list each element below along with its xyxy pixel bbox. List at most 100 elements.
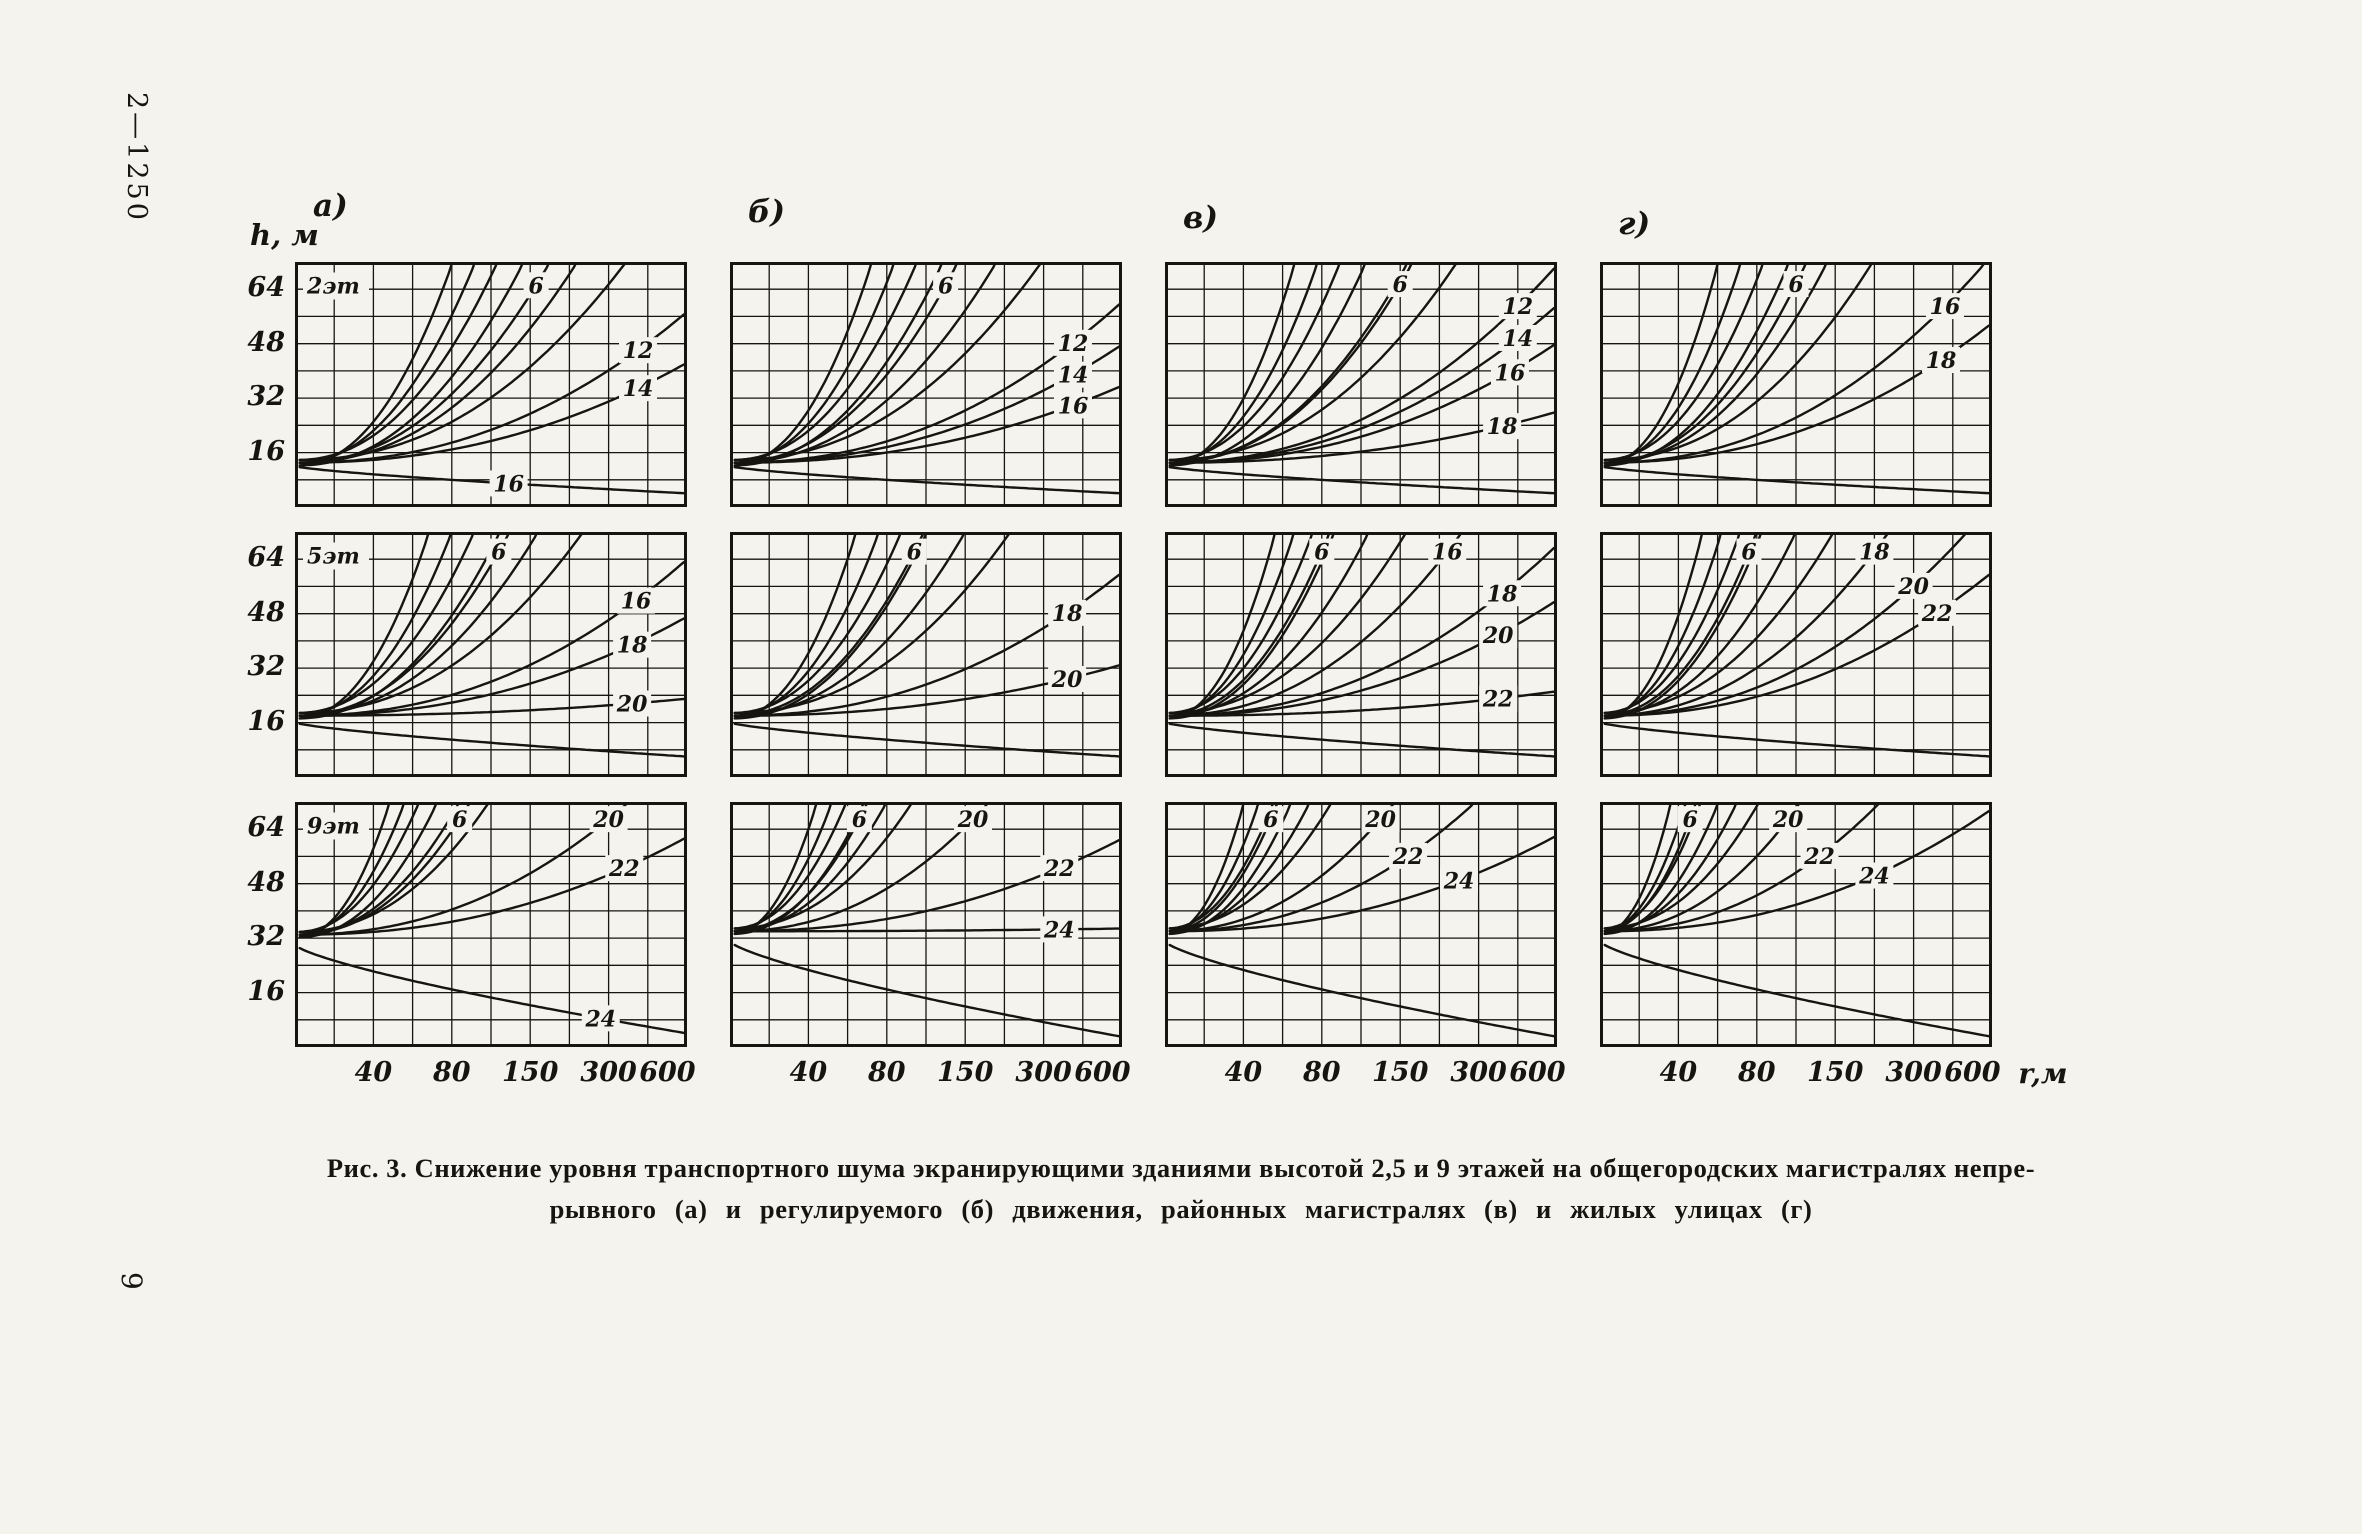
chart-panel-b-9et: 6 20 22 24: [730, 802, 1122, 1047]
floor-label: 2эт: [306, 274, 360, 300]
curve-label: 20: [1772, 807, 1804, 833]
x-tick-label: 150: [1372, 1057, 1429, 1088]
column-label-b: б): [748, 194, 786, 230]
y-tick-label: 16: [247, 705, 285, 737]
curve-label: 24: [1443, 868, 1475, 894]
curve-label: 6: [1741, 540, 1756, 566]
curve-label: 18: [617, 633, 648, 659]
curve-label: 20: [1897, 574, 1929, 600]
floor-label: 5эт: [307, 544, 360, 570]
y-tick-label: 32: [247, 651, 285, 683]
y-tick-label: 48: [247, 326, 285, 358]
curve-label: 12: [1058, 331, 1089, 357]
curve-label: 24: [1858, 864, 1890, 890]
curve-label: 14: [1058, 363, 1089, 389]
curve-label: 12: [1502, 294, 1533, 320]
y-tick-label: 48: [247, 596, 285, 628]
floor-label: 9эт: [307, 814, 360, 840]
x-tick-label: 150: [1807, 1057, 1864, 1088]
curve-label: 6: [1788, 272, 1803, 298]
x-tick-label: 40: [354, 1057, 393, 1088]
y-tick-label: 16: [247, 975, 285, 1007]
x-tick-label: 150: [502, 1057, 559, 1088]
curve-label: 18: [1487, 581, 1518, 607]
chart-panel-a-2et: 16 6 12 14 2эт: [295, 262, 687, 507]
curve-label: 20: [616, 692, 648, 718]
curve-label: 24: [584, 1006, 616, 1032]
figure-caption: Рис. 3. Снижение уровня транспортного шу…: [150, 1148, 2212, 1230]
margin-inventory-label: 2—1250: [121, 92, 152, 223]
y-tick-label: 32: [247, 381, 285, 413]
curve-label: 20: [592, 807, 624, 833]
chart-panel-g-2et: 6 16 18: [1600, 262, 1992, 507]
curve-label: 6: [528, 273, 543, 299]
curve-label: 22: [1043, 856, 1075, 882]
curve-label: 14: [623, 376, 654, 402]
x-tick-label: 300: [580, 1057, 637, 1088]
curve-label: 16: [1495, 360, 1526, 386]
x-tick-label: 80: [433, 1057, 471, 1088]
curve-label: 14: [1502, 326, 1533, 352]
x-tick-label: 600: [1074, 1057, 1131, 1088]
curve-label: 20: [1482, 623, 1514, 649]
chart-panel-a-5et: 6 16 18 20 5эт: [295, 532, 687, 777]
x-tick-label: 600: [1944, 1057, 2001, 1088]
curve-label: 12: [623, 338, 654, 364]
caption-line-2: рывного (а) и регулируемого (б) движения…: [549, 1194, 1813, 1224]
chart-panel-g-9et: 6 20 22 24: [1600, 802, 1992, 1047]
y-tick-label: 48: [247, 866, 285, 898]
column-label-v: в): [1183, 200, 1219, 236]
curve-label: 6: [907, 540, 922, 566]
x-tick-label: 300: [1015, 1057, 1072, 1088]
x-tick-label: 300: [1885, 1057, 1942, 1088]
column-label-g: г): [1618, 206, 1651, 242]
x-tick-label: 40: [1659, 1057, 1698, 1088]
curve-label: 16: [1058, 393, 1089, 419]
curve-label: 16: [493, 471, 524, 497]
chart-panel-v-9et: 6 20 22 24: [1165, 802, 1557, 1047]
curve-label: 18: [1487, 414, 1518, 440]
column-label-a: а): [313, 188, 348, 224]
curve-label: 18: [1926, 348, 1957, 374]
y-tick-label: 64: [247, 542, 285, 574]
x-tick-label: 80: [868, 1057, 906, 1088]
x-tick-label: 80: [1738, 1057, 1776, 1088]
curve-label: 22: [1482, 687, 1514, 713]
curve-label: 6: [852, 807, 867, 833]
curve-label: 6: [1314, 540, 1329, 566]
curve-label: 6: [938, 273, 953, 299]
y-tick-label: 64: [247, 812, 285, 844]
x-tick-label: 40: [789, 1057, 828, 1088]
x-tick-label: 40: [1224, 1057, 1263, 1088]
curve-label: 6: [1683, 807, 1698, 833]
y-tick-label: 16: [247, 435, 285, 467]
curve-label: 22: [1921, 601, 1953, 627]
curve-label: 22: [1392, 844, 1424, 870]
curve-label: 20: [1051, 667, 1083, 693]
x-axis-unit: r,м: [2018, 1057, 2068, 1090]
curve-label: 16: [1930, 294, 1961, 320]
curve-label: 20: [1364, 807, 1396, 833]
chart-panel-v-5et: 6 16 18 20 22: [1165, 532, 1557, 777]
chart-panel-a-9et: 24 6 20 22 9эт: [295, 802, 687, 1047]
page-number: 9: [115, 1272, 148, 1290]
curve-label: 6: [452, 807, 467, 833]
x-tick-label: 600: [639, 1057, 696, 1088]
x-tick-label: 300: [1450, 1057, 1507, 1088]
curve-label: 20: [957, 807, 989, 833]
y-tick-label: 64: [247, 272, 285, 304]
caption-line-1: Рис. 3. Снижение уровня транспортного шу…: [326, 1153, 2036, 1183]
y-tick-label: 32: [247, 921, 285, 953]
chart-panel-v-2et: 6 12 14 16 18: [1165, 262, 1557, 507]
curve-label: 18: [1052, 601, 1083, 627]
curve-label: 24: [1043, 917, 1075, 943]
x-tick-label: 600: [1509, 1057, 1566, 1088]
curve-label: 16: [1432, 540, 1463, 566]
curve-label: 18: [1859, 540, 1890, 566]
x-tick-label: 150: [937, 1057, 994, 1088]
curve-label: 6: [491, 540, 506, 566]
curve-label: 6: [1393, 272, 1408, 298]
chart-panel-b-5et: 6 18 20: [730, 532, 1122, 777]
